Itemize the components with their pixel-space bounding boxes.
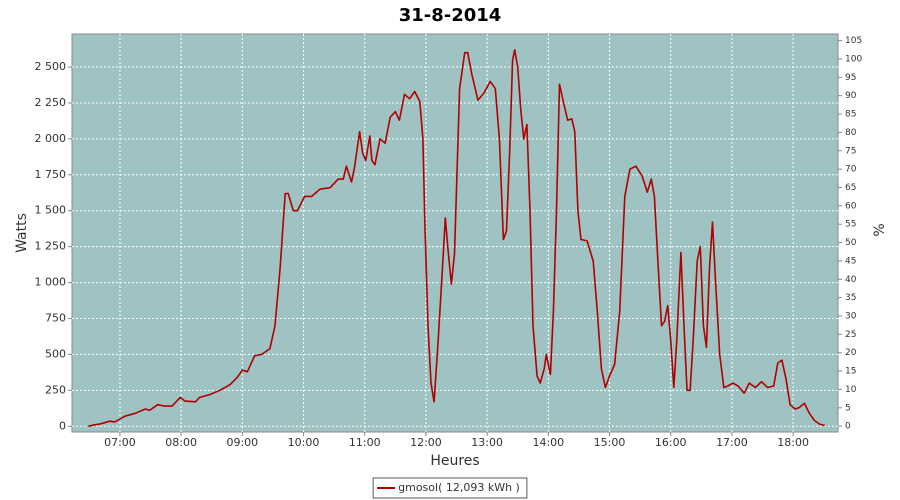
y-tick-label: 500: [45, 347, 66, 360]
x-tick-label: 13:00: [471, 436, 503, 449]
x-tick-label: 16:00: [655, 436, 687, 449]
legend: gmosol( 12,093 kWh ): [372, 477, 528, 499]
y2-tick-label: 25: [845, 330, 856, 340]
x-tick-label: 07:00: [104, 436, 136, 449]
y2-tick-label: 5: [845, 403, 851, 413]
data-line: [88, 49, 825, 428]
y2-tick-label: 90: [845, 91, 857, 101]
y-axis-label: Watts: [14, 213, 30, 253]
y-tick-label: 1 750: [35, 168, 67, 181]
x-tick-label: 18:00: [777, 436, 809, 449]
x-tick-label: 09:00: [226, 436, 258, 449]
y2-tick-label: 0: [845, 422, 851, 432]
y-tick-label: 250: [45, 383, 66, 396]
y2-tick-label: 40: [845, 275, 857, 285]
y2-tick-label: 95: [845, 73, 856, 83]
y-tick-label: 0: [59, 419, 66, 432]
y-tick-label: 750: [45, 311, 66, 324]
x-tick-label: 15:00: [594, 436, 626, 449]
y2-tick-label: 35: [845, 293, 856, 303]
y2-tick-label: 30: [845, 311, 857, 321]
y-tick-label: 2 000: [35, 132, 67, 145]
x-tick-label: 08:00: [165, 436, 197, 449]
x-axis-label: Heures: [430, 453, 479, 469]
x-tick-label: 17:00: [716, 436, 748, 449]
y-tick-label: 2 500: [35, 60, 67, 73]
y-tick-label: 1 250: [35, 240, 67, 253]
y-tick-label: 1 000: [35, 276, 67, 289]
y2-tick-label: 10: [845, 385, 857, 395]
y2-tick-label: 70: [845, 165, 857, 175]
y2-tick-label: 100: [845, 54, 862, 64]
x-tick-label: 12:00: [410, 436, 442, 449]
y2-tick-label: 60: [845, 201, 857, 211]
y2-tick-label: 50: [845, 238, 857, 248]
y2-tick-label: 80: [845, 128, 857, 138]
y2-axis-label: %: [872, 223, 888, 236]
y2-tick-label: 85: [845, 110, 856, 120]
y2-tick-label: 45: [845, 256, 856, 266]
x-tick-label: 10:00: [288, 436, 320, 449]
y2-tick-label: 20: [845, 348, 857, 358]
legend-box: [372, 477, 528, 499]
y2-tick-label: 75: [845, 146, 856, 156]
y-tick-label: 1 500: [35, 204, 67, 217]
x-tick-label: 14:00: [532, 436, 564, 449]
legend-label: gmosol( 12,093 kWh ): [398, 481, 520, 494]
y2-tick-label: 55: [845, 220, 856, 230]
y2-tick-label: 105: [845, 36, 862, 46]
y2-tick-label: 15: [845, 367, 856, 377]
y-tick-label: 2 250: [35, 96, 67, 109]
x-tick-label: 11:00: [349, 436, 381, 449]
chart-title: 31-8-2014: [399, 5, 502, 26]
y2-tick-label: 65: [845, 183, 856, 193]
